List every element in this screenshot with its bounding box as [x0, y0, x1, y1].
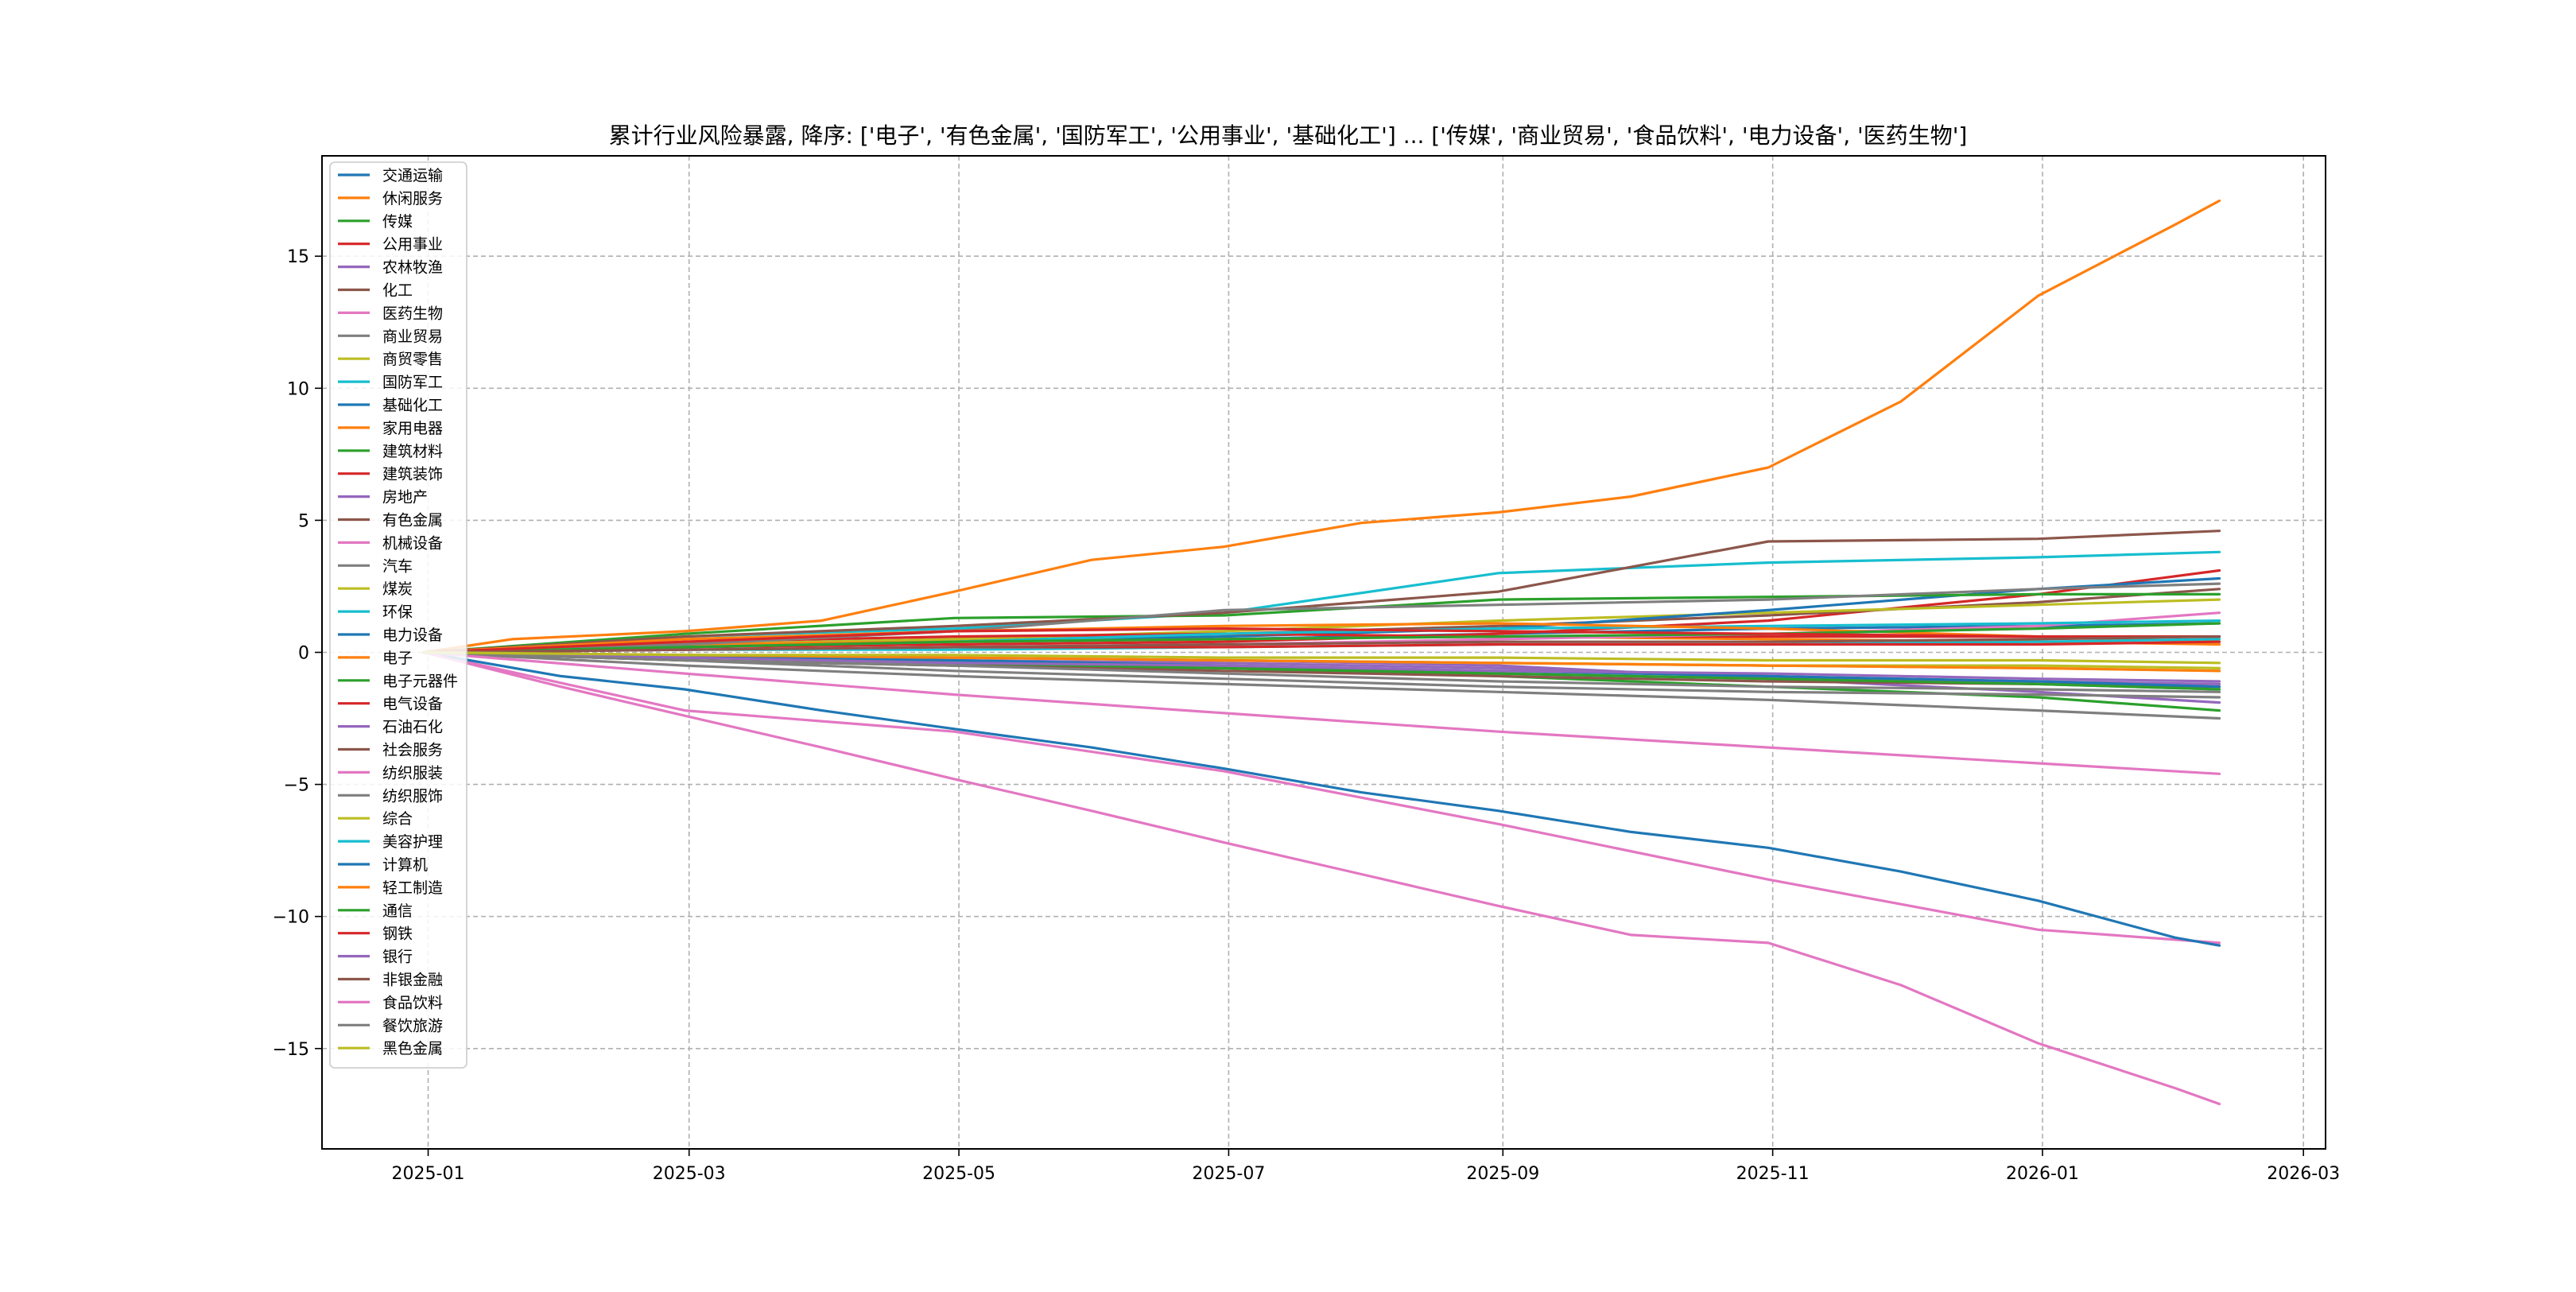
- y-tick-label: −10: [273, 908, 309, 928]
- legend-label: 房地产: [382, 489, 428, 506]
- legend-label: 石油石化: [382, 719, 443, 736]
- legend-label: 公用事业: [382, 236, 443, 254]
- x-tick-label: 2025-03: [653, 1164, 726, 1184]
- legend-label: 钢铁: [382, 925, 413, 943]
- legend-label: 通信: [382, 902, 413, 920]
- legend-label: 农林牧渔: [382, 259, 443, 277]
- legend-label: 计算机: [382, 856, 428, 874]
- chart-title: 累计行业风险暴露, 降序: ['电子', '有色金属', '国防军工', '公用…: [609, 122, 1968, 149]
- series-line-7: [422, 650, 2221, 720]
- legend-label: 社会服务: [382, 742, 443, 759]
- y-tick-label: 5: [298, 511, 309, 531]
- legend-label: 食品饮料: [382, 994, 443, 1011]
- y-tick-label: −5: [284, 776, 309, 796]
- x-tick-label: 2025-07: [1192, 1164, 1265, 1184]
- legend-label: 汽车: [382, 557, 413, 575]
- x-tick-label: 2026-03: [2267, 1164, 2340, 1184]
- legend-label: 有色金属: [382, 512, 443, 530]
- x-tick-label: 2025-01: [392, 1164, 465, 1184]
- legend-label: 电力设备: [382, 627, 443, 644]
- y-tick-label: 15: [287, 247, 309, 267]
- series-line-26: [422, 650, 2221, 775]
- y-tick-label: 0: [298, 644, 309, 664]
- series-line-34: [422, 650, 2221, 683]
- legend-label: 家用电器: [382, 420, 443, 437]
- series-line-17: [422, 582, 2221, 654]
- series-line-37: [422, 650, 2221, 693]
- y-tick-label: 10: [287, 379, 309, 399]
- legend-label: 煤炭: [382, 580, 413, 598]
- legend-label: 国防军工: [382, 374, 443, 391]
- legend-label: 美容护理: [382, 833, 443, 851]
- axis-ticks: 2025-01 2025-03 2025-05 2025-07 2025-09 2025-…: [273, 247, 2341, 1184]
- series-line-38: [422, 650, 2221, 665]
- legend-label: 电气设备: [382, 696, 443, 713]
- series-line-36: [422, 650, 2221, 1106]
- series-line-15: [422, 530, 2221, 654]
- legend-label: 机械设备: [382, 534, 443, 552]
- legend-label: 纺织服饰: [382, 787, 443, 805]
- series-line-22: [422, 622, 2221, 654]
- legend-label: 纺织服装: [382, 764, 443, 782]
- legend-label: 商业贸易: [382, 328, 443, 345]
- legend-label: 综合: [382, 810, 413, 828]
- legend-label: 环保: [382, 603, 413, 621]
- legend-label: 基础化工: [382, 397, 443, 414]
- legend-label: 非银金融: [382, 972, 443, 989]
- legend-label: 休闲服务: [382, 190, 443, 208]
- legend-label: 餐饮旅游: [382, 1017, 443, 1034]
- legend-label: 电子元器件: [382, 673, 458, 690]
- legend-label: 商贸零售: [382, 351, 443, 368]
- series-line-23: [422, 627, 2221, 654]
- x-tick-label: 2025-05: [922, 1164, 995, 1184]
- legend-label: 交通运输: [382, 167, 443, 184]
- legend-label: 医药生物: [382, 305, 443, 322]
- legend-label: 银行: [382, 949, 413, 966]
- legend-label: 黑色金属: [382, 1040, 443, 1057]
- series-line-1: [422, 199, 2221, 654]
- legend-label: 轻工制造: [382, 879, 443, 897]
- series-line-35: [422, 634, 2221, 654]
- legend-label: 化工: [382, 282, 413, 300]
- x-tick-label: 2025-09: [1466, 1164, 1539, 1184]
- legend-label: 建筑材料: [382, 443, 443, 460]
- series-line-6: [422, 650, 2221, 945]
- x-tick-label: 2026-01: [2006, 1164, 2079, 1184]
- legend-label: 电子: [382, 650, 413, 667]
- legend-label: 建筑装饰: [382, 466, 443, 483]
- legend: 交通运输休闲服务传媒公用事业农林牧渔化工医药生物商业贸易商贸零售国防军工基础化工…: [329, 161, 467, 1069]
- x-tick-label: 2025-11: [1736, 1164, 1810, 1184]
- series-line-20: [422, 650, 2221, 947]
- y-tick-label: −15: [273, 1040, 309, 1060]
- grid: [322, 156, 2326, 1149]
- series-lines: [422, 199, 2221, 1106]
- legend-label: 传媒: [382, 213, 413, 231]
